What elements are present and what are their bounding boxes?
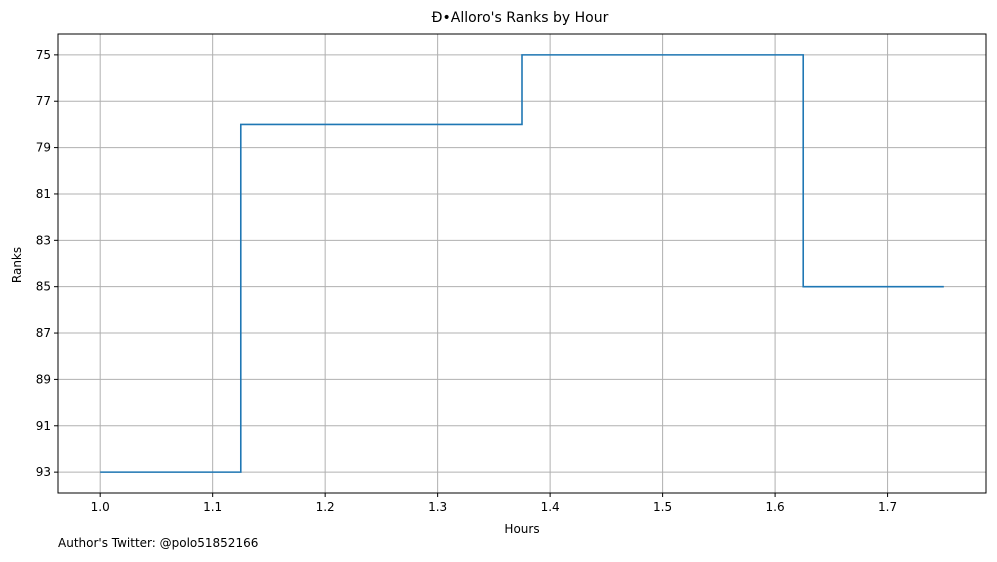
x-tick-label: 1.4 [541, 500, 560, 514]
x-axis-label: Hours [504, 522, 539, 536]
y-tick-label: 83 [36, 233, 51, 247]
y-tick-label: 91 [36, 419, 51, 433]
plot-frame [57, 33, 987, 494]
x-tick-label: 1.0 [91, 500, 110, 514]
y-tick-label: 89 [36, 372, 51, 386]
y-axis-label: Ranks [10, 247, 24, 283]
y-tick-label: 85 [36, 280, 51, 294]
series-layer [100, 54, 944, 473]
x-tick-label: 1.5 [653, 500, 672, 514]
rank-series-line [100, 54, 944, 473]
x-tick-label: 1.3 [428, 500, 447, 514]
y-tick-label: 75 [36, 48, 51, 62]
y-tick-label: 77 [36, 94, 51, 108]
y-axis: 75 77 79 81 83 85 87 89 91 93 [36, 48, 58, 479]
chart-title: Ð•Alloro's Ranks by Hour [432, 10, 609, 26]
x-tick-label: 1.6 [766, 500, 785, 514]
x-axis: 1.0 1.1 1.2 1.3 1.4 1.5 1.6 1.7 [91, 493, 897, 514]
y-tick-label: 79 [36, 141, 51, 155]
y-tick-label: 87 [36, 326, 51, 340]
y-tick-label: 93 [36, 465, 51, 479]
author-footnote: Author's Twitter: @polo51852166 [58, 536, 259, 550]
y-tick-label: 81 [36, 187, 51, 201]
x-tick-label: 1.1 [203, 500, 222, 514]
x-tick-label: 1.2 [316, 500, 335, 514]
x-tick-label: 1.7 [878, 500, 897, 514]
